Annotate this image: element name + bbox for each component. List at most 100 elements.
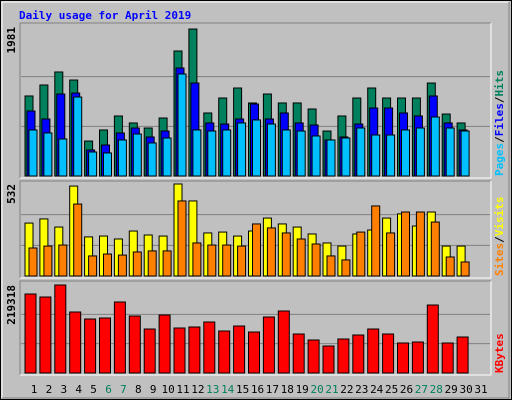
x-tick-label: 14	[221, 383, 235, 396]
x-tick-label: 16	[251, 383, 264, 396]
bar	[456, 336, 469, 374]
bar	[147, 142, 157, 177]
x-tick-label: 22	[340, 383, 353, 396]
bar	[58, 244, 68, 277]
x-tick-label: 15	[236, 383, 249, 396]
bar	[341, 259, 351, 277]
bar	[173, 327, 186, 374]
legend: Sites/Visits	[493, 197, 506, 277]
bar	[296, 238, 306, 277]
bar	[326, 255, 336, 277]
x-tick-label: 7	[120, 383, 127, 396]
bar	[147, 250, 157, 277]
panel-bevel	[20, 181, 492, 279]
legend-separator: /	[493, 236, 506, 243]
bar	[39, 296, 52, 374]
bar	[222, 244, 232, 277]
bar	[252, 223, 261, 277]
bar	[356, 127, 366, 177]
bar	[386, 134, 396, 177]
x-tick-label: 25	[385, 383, 398, 396]
bar	[58, 138, 68, 177]
legend: Pages/Files/Hits	[493, 70, 506, 176]
bar	[117, 254, 127, 277]
bar	[222, 129, 232, 177]
bar	[382, 333, 395, 374]
bar	[307, 339, 320, 374]
bar	[262, 316, 275, 374]
x-tick-label: 21	[325, 383, 338, 396]
legend-entry: Pages	[493, 143, 506, 176]
bar	[292, 333, 305, 374]
x-tick-label: 9	[150, 383, 157, 396]
x-tick-label: 23	[355, 383, 368, 396]
bar	[367, 328, 380, 374]
bar	[162, 137, 172, 177]
bar	[281, 129, 291, 177]
x-tick-label: 10	[161, 383, 174, 396]
bar	[192, 129, 202, 177]
x-tick-label: 5	[90, 383, 97, 396]
bar	[445, 127, 455, 177]
bar	[386, 232, 396, 277]
bar	[188, 326, 201, 374]
bar	[430, 116, 440, 177]
bar	[252, 119, 261, 177]
x-tick-label: 30	[459, 383, 472, 396]
bar	[415, 211, 425, 277]
x-tick-label: 8	[135, 383, 142, 396]
legend-entry: KBytes	[493, 333, 506, 373]
x-tick-label: 4	[75, 383, 82, 396]
bar	[233, 325, 246, 374]
bar	[430, 221, 440, 277]
bar	[128, 315, 141, 374]
legend-separator: /	[493, 136, 506, 143]
bar	[311, 135, 321, 177]
bar	[73, 96, 83, 177]
x-tick-label: 20	[310, 383, 323, 396]
bar	[88, 255, 98, 277]
bar	[445, 256, 455, 277]
x-tick-label: 11	[176, 383, 189, 396]
bar	[162, 250, 172, 277]
bar	[411, 341, 424, 374]
panel-bevel	[20, 281, 492, 376]
bar	[401, 129, 410, 177]
panel-bevel	[19, 280, 491, 375]
legend-separator: /	[493, 96, 506, 103]
y-tick-label: 532	[5, 184, 18, 204]
bar	[43, 245, 53, 277]
bar	[117, 139, 127, 177]
bar	[237, 122, 247, 177]
chart-title: Daily usage for April 2019	[19, 9, 191, 22]
panel-bevel	[19, 180, 491, 278]
bar	[426, 304, 439, 374]
panel-bevel	[20, 23, 492, 179]
panel-bevel	[19, 22, 491, 178]
x-tick-label: 13	[206, 383, 219, 396]
bar	[207, 130, 217, 177]
x-tick-label: 3	[60, 383, 67, 396]
bar	[88, 151, 98, 177]
bar	[277, 310, 290, 374]
x-tick-label: 28	[430, 383, 443, 396]
bar	[103, 253, 112, 277]
x-tick-label: 12	[191, 383, 204, 396]
bar	[43, 132, 53, 177]
bar	[132, 251, 142, 277]
bar	[352, 334, 365, 374]
bar	[218, 330, 231, 374]
x-tick-label: 2	[46, 383, 53, 396]
bar	[266, 227, 276, 277]
bar	[103, 152, 112, 177]
bar	[371, 205, 381, 277]
bar	[337, 338, 350, 374]
bar	[311, 243, 321, 277]
bar	[28, 129, 38, 177]
bar	[24, 293, 37, 374]
bar	[296, 130, 306, 177]
bar	[248, 331, 260, 374]
